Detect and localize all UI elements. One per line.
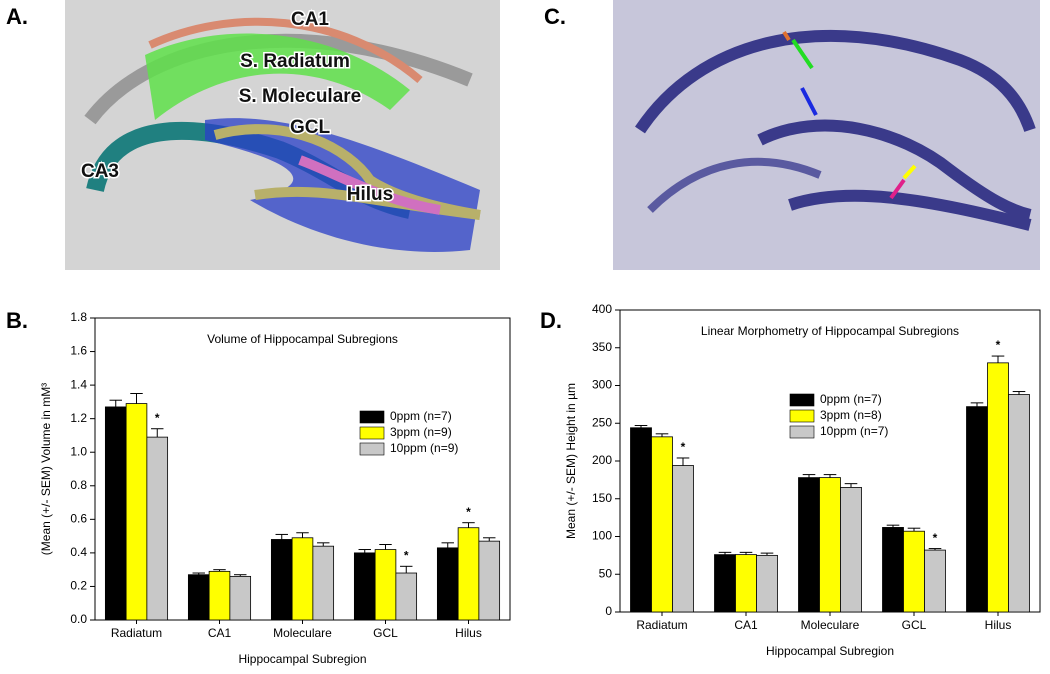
bar [436, 547, 459, 621]
significance-mark: * [466, 505, 471, 519]
x-tick-label: Radiatum [111, 626, 162, 640]
bar [229, 575, 252, 621]
y-tick-label: 350 [592, 340, 612, 354]
y-tick-label: 250 [592, 415, 612, 429]
bar [714, 554, 736, 613]
x-tick-label: Hilus [455, 626, 482, 640]
y-axis-label: (Mean (+/- SEM) Volume in mM³ [39, 383, 53, 555]
legend-label: 3ppm (n=9) [390, 425, 452, 439]
y-tick-label: 1.2 [70, 411, 87, 425]
y-tick-label: 150 [592, 491, 612, 505]
panel-label: C. [544, 4, 566, 29]
y-tick-label: 0.6 [70, 512, 87, 526]
bar [1008, 394, 1030, 613]
bar [819, 477, 841, 613]
legend-label: 0ppm (n=7) [820, 392, 882, 406]
bar [104, 406, 127, 621]
bar [924, 549, 946, 613]
y-tick-label: 100 [592, 529, 612, 543]
legend-label: 0ppm (n=7) [390, 409, 452, 423]
bar [478, 540, 501, 621]
y-tick-label: 0.0 [70, 612, 87, 626]
significance-mark: * [996, 338, 1001, 352]
y-tick-label: 300 [592, 378, 612, 392]
legend-swatch [359, 410, 385, 424]
legend-swatch [789, 425, 815, 439]
region-label: CA1 [291, 9, 329, 30]
bar [312, 545, 335, 621]
histology-image-a: CA1 S. Radiatum S. Moleculare GCL CA3 Hi… [65, 0, 500, 270]
chart-title: Volume of Hippocampal Subregions [207, 332, 398, 346]
legend-label: 3ppm (n=8) [820, 408, 882, 422]
bar [353, 552, 376, 621]
y-tick-label: 1.8 [70, 310, 87, 324]
x-tick-label: Radiatum [636, 618, 687, 632]
bar [987, 362, 1009, 613]
panel-label: D. [540, 308, 562, 333]
bar [146, 436, 169, 621]
bar [187, 574, 210, 621]
y-tick-label: 50 [599, 566, 613, 580]
legend-label: 10ppm (n=7) [820, 424, 888, 438]
bar [882, 527, 904, 613]
region-label: GCL [290, 117, 331, 138]
bar [966, 406, 988, 613]
x-tick-label: CA1 [208, 626, 232, 640]
legend-swatch [359, 426, 385, 440]
significance-mark: * [404, 548, 409, 562]
chart-title: Linear Morphometry of Hippocampal Subreg… [701, 324, 959, 338]
y-tick-label: 0.2 [70, 579, 87, 593]
x-tick-label: CA1 [734, 618, 758, 632]
legend-swatch [359, 442, 385, 456]
y-tick-label: 400 [592, 302, 612, 316]
bar [840, 487, 862, 613]
x-axis-label: Hippocampal Subregion [766, 644, 894, 658]
bar [630, 427, 652, 613]
region-label: CA3 [81, 161, 119, 182]
region-label: S. Radiatum [240, 51, 350, 72]
bar [125, 403, 148, 621]
bar [798, 477, 820, 613]
legend-label: 10ppm (n=9) [390, 441, 458, 455]
bar [374, 549, 397, 621]
bar [291, 537, 314, 621]
y-tick-label: 1.0 [70, 444, 87, 458]
bar [208, 570, 231, 621]
bar [651, 436, 673, 613]
significance-mark: * [155, 411, 160, 425]
significance-mark: * [681, 440, 686, 454]
panel-label: B. [6, 308, 28, 333]
histology-image-c [613, 0, 1040, 270]
y-tick-label: 0 [605, 604, 612, 618]
y-tick-label: 0.8 [70, 478, 87, 492]
x-tick-label: GCL [902, 618, 927, 632]
y-tick-label: 1.4 [70, 377, 87, 391]
x-tick-label: Hilus [985, 618, 1012, 632]
legend-swatch [789, 393, 815, 407]
y-tick-label: 200 [592, 453, 612, 467]
bar [735, 554, 757, 613]
region-label: S. Moleculare [239, 86, 362, 107]
legend-swatch [789, 409, 815, 423]
bar [672, 465, 694, 613]
bar [457, 527, 480, 621]
bar [903, 530, 925, 613]
bar [270, 539, 293, 621]
y-axis-label: Mean (+/- SEM) Height in µm [564, 383, 578, 539]
x-axis-label: Hippocampal Subregion [238, 652, 366, 666]
bar [756, 554, 778, 613]
significance-mark: * [933, 531, 938, 545]
y-tick-label: 0.4 [70, 545, 87, 559]
bar [395, 572, 418, 621]
x-tick-label: Moleculare [801, 618, 860, 632]
region-label: Hilus [347, 184, 393, 205]
x-tick-label: GCL [373, 626, 398, 640]
panel-label: A. [6, 4, 28, 29]
y-tick-label: 1.6 [70, 344, 87, 358]
x-tick-label: Moleculare [273, 626, 332, 640]
